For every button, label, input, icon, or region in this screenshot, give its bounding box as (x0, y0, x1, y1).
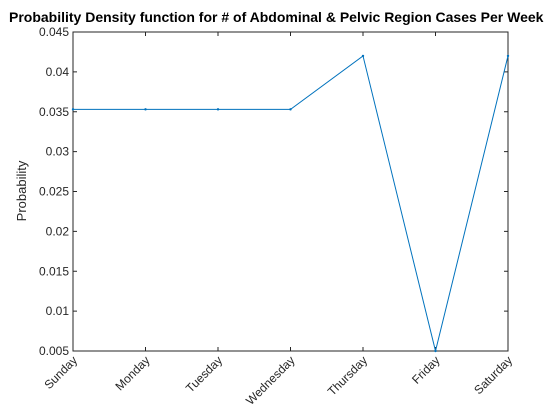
data-point (361, 54, 365, 58)
data-point (216, 108, 220, 111)
y-tick-label: 0.025 (39, 185, 69, 199)
y-axis-ticks: 0.005 0.01 0.015 0.02 0.025 0.03 0.035 0.04 0.04… (39, 25, 508, 358)
data-point (434, 349, 437, 353)
data-point (144, 108, 147, 111)
data-point (506, 54, 510, 58)
series-layer (71, 54, 510, 353)
y-tick-label: 0.035 (39, 105, 69, 119)
data-point (289, 108, 292, 111)
y-tick-label: 0.02 (46, 224, 70, 238)
y-tick-label: 0.015 (39, 264, 69, 278)
y-tick-label: 0.005 (39, 344, 69, 358)
y-tick-label: 0.04 (46, 65, 70, 79)
y-tick-label: 0.045 (39, 25, 69, 39)
data-point (71, 108, 75, 111)
y-tick-label: 0.03 (46, 145, 70, 159)
plot-area (72, 31, 509, 352)
y-axis-label: Probability (14, 160, 29, 221)
y-tick-label: 0.01 (46, 304, 70, 318)
chart-title: Probability Density function for # of Ab… (9, 9, 544, 25)
